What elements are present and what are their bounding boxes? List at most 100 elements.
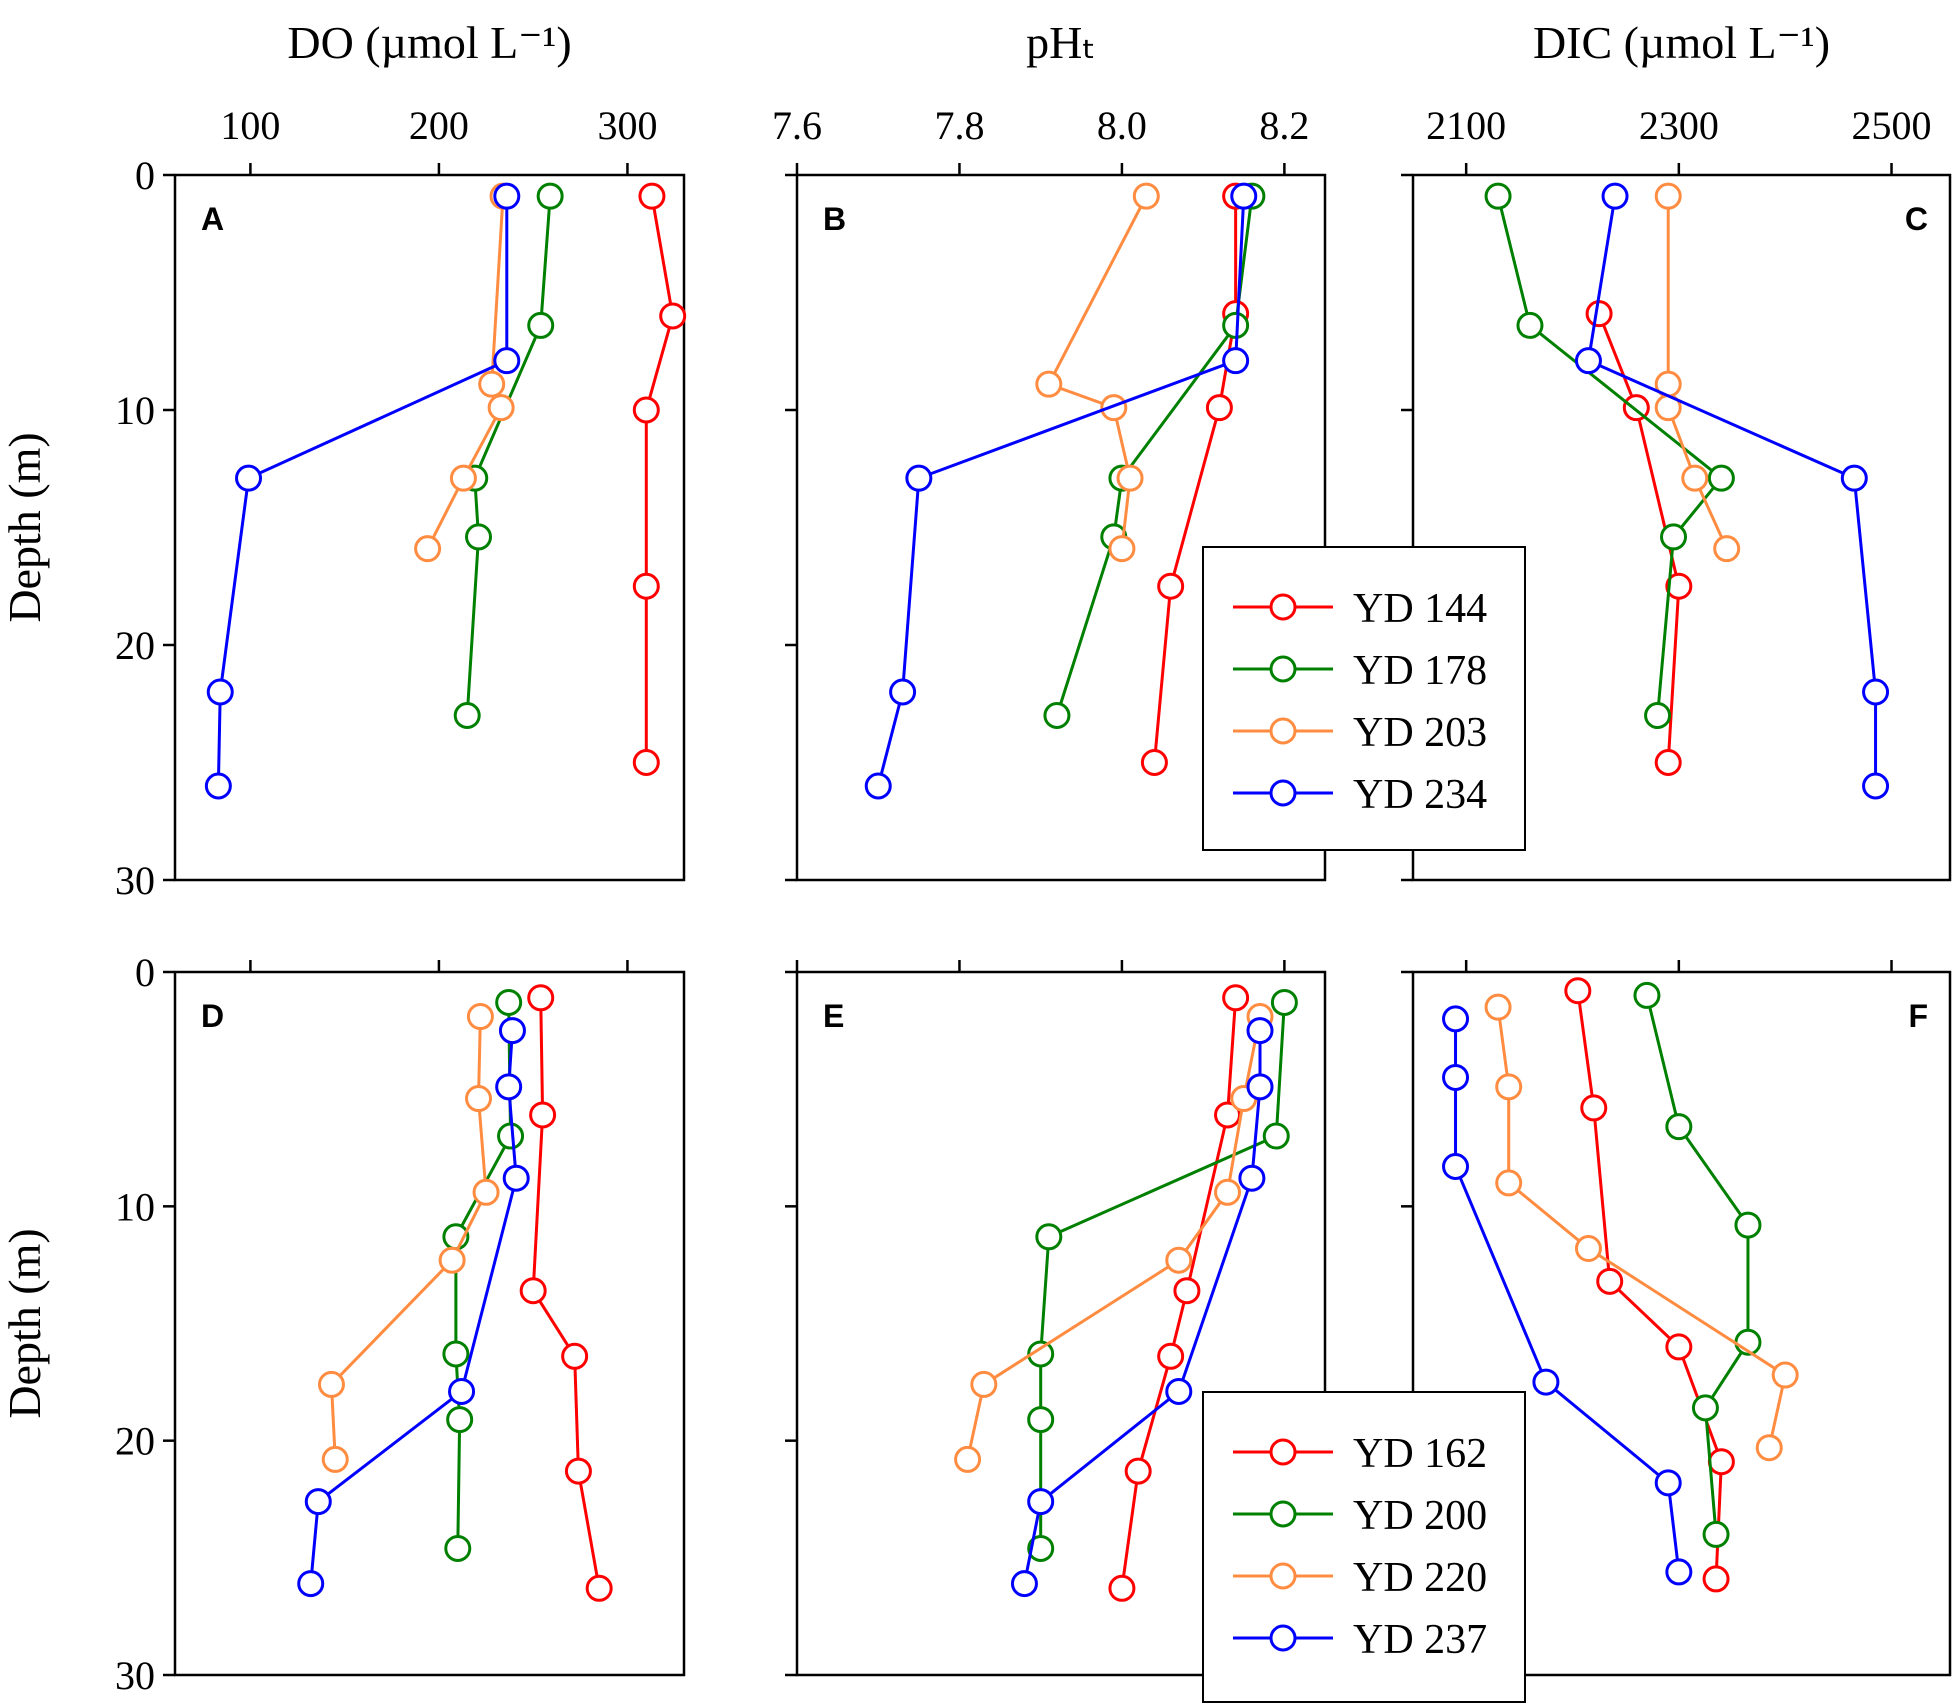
data-point — [864, 772, 892, 800]
data-point — [449, 464, 477, 492]
data-point — [453, 702, 481, 729]
series-line — [309, 1030, 518, 1584]
series-line — [644, 195, 675, 763]
y-tick-label: 0 — [135, 950, 155, 995]
data-point — [1214, 1178, 1242, 1206]
x-axis-title: DIC (µmol L⁻¹) — [1533, 17, 1830, 68]
series-yd-203 — [414, 182, 517, 563]
legend-entry: YD 234 — [1233, 772, 1487, 818]
legend-box — [1202, 546, 1526, 851]
series-yd-234 — [1574, 182, 1890, 800]
data-point — [448, 1377, 476, 1405]
data-point — [1442, 1005, 1470, 1033]
panel-letter: E — [823, 998, 844, 1034]
x-axis-title: DO (µmol L⁻¹) — [287, 17, 571, 68]
data-point — [1027, 1406, 1055, 1434]
series-yd-162 — [519, 984, 613, 1602]
data-point — [1574, 1235, 1602, 1263]
data-point — [1654, 749, 1682, 776]
data-point — [1495, 1073, 1523, 1101]
data-point — [564, 1457, 592, 1485]
data-point — [1665, 572, 1693, 600]
y-tick-label: 10 — [115, 388, 155, 433]
data-point — [204, 772, 232, 800]
data-point — [1027, 1534, 1055, 1562]
data-point — [1862, 772, 1890, 800]
series-yd-162 — [1108, 984, 1250, 1602]
data-point — [1165, 1377, 1193, 1405]
panel-d: 0 10 20 30 Depth (m) D — [0, 950, 686, 1698]
data-point — [527, 984, 555, 1012]
legend-marker — [1269, 717, 1297, 745]
data-point — [1205, 394, 1233, 422]
data-point — [478, 370, 506, 398]
series-yd-237 — [297, 1017, 530, 1598]
panel-letter: B — [823, 201, 846, 237]
series-yd-178 — [1484, 182, 1735, 729]
data-point — [1157, 1342, 1185, 1370]
data-point — [1222, 984, 1250, 1012]
data-point — [585, 1574, 613, 1602]
data-point — [1230, 182, 1258, 210]
legend-label: YD 178 — [1353, 648, 1487, 694]
data-point — [206, 678, 234, 706]
x-tick-label: 300 — [597, 103, 657, 148]
data-point — [465, 523, 493, 551]
data-point — [1173, 1277, 1201, 1305]
data-point — [954, 1445, 982, 1473]
data-point — [1665, 1558, 1693, 1586]
data-point — [493, 347, 521, 375]
data-point — [495, 988, 523, 1016]
data-point — [536, 182, 564, 210]
data-point — [317, 1370, 345, 1398]
data-point — [1027, 1340, 1055, 1368]
legend-entry: YD 178 — [1233, 648, 1487, 694]
series-line — [1597, 313, 1681, 763]
data-point — [1100, 394, 1128, 422]
data-point — [1681, 464, 1709, 492]
data-point — [1713, 535, 1741, 563]
data-point — [1140, 749, 1168, 776]
series-line — [531, 997, 601, 1589]
series-yd-200 — [1633, 981, 1762, 1548]
legend-label: YD 237 — [1353, 1617, 1487, 1663]
data-point — [1484, 993, 1512, 1021]
legend-entry: YD 200 — [1233, 1493, 1487, 1539]
panel-c: 2100 2300 2500 DIC (µmol L⁻¹) C — [1401, 17, 1952, 882]
legend-label: YD 200 — [1353, 1493, 1487, 1539]
data-point — [1707, 1448, 1735, 1476]
series-line — [1120, 997, 1238, 1589]
data-point — [527, 311, 555, 339]
data-point — [472, 1178, 500, 1206]
data-point — [1601, 182, 1629, 210]
series-yd-178 — [453, 182, 564, 729]
data-point — [1132, 182, 1160, 210]
data-point — [1222, 347, 1250, 375]
legend-label: YD 144 — [1353, 586, 1487, 632]
data-point — [442, 1340, 470, 1368]
data-point — [444, 1534, 472, 1562]
data-point — [1532, 1368, 1560, 1396]
series-yd-162 — [1564, 977, 1735, 1593]
data-point — [487, 394, 515, 422]
y-tick-label: 10 — [115, 1184, 155, 1229]
data-point — [1734, 1211, 1762, 1239]
data-point — [1516, 311, 1544, 339]
data-point — [1564, 977, 1592, 1005]
series-line — [1576, 990, 1723, 1579]
series-line — [1586, 195, 1878, 786]
data-point — [561, 1342, 589, 1370]
panel-frame — [1411, 970, 1952, 1677]
panel-frame — [1411, 173, 1952, 882]
data-point — [495, 1073, 523, 1101]
data-point — [1270, 988, 1298, 1016]
data-point — [632, 572, 660, 600]
data-point — [235, 464, 263, 492]
data-point — [1262, 1122, 1290, 1150]
y-tick-label: 30 — [115, 1653, 155, 1698]
data-point — [519, 1277, 547, 1305]
legend-marker — [1269, 779, 1297, 807]
legend-entry: YD 162 — [1233, 1431, 1487, 1477]
data-point — [1027, 1488, 1055, 1516]
